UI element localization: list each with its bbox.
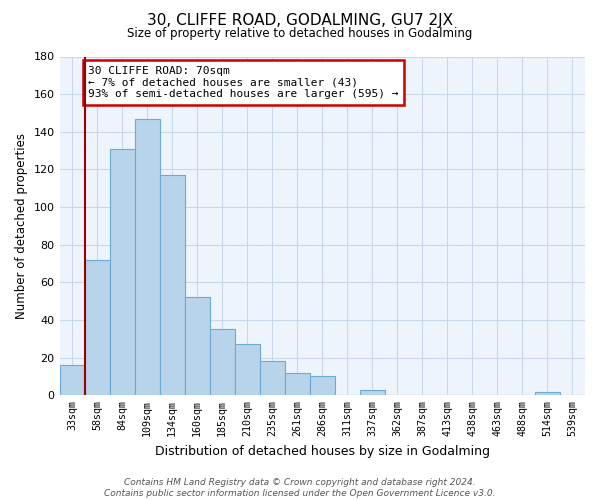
Bar [209,330,235,396]
Bar [235,344,260,396]
Bar [59,365,85,396]
Bar [185,298,209,396]
Text: 30 CLIFFE ROAD: 70sqm
← 7% of detached houses are smaller (43)
93% of semi-detac: 30 CLIFFE ROAD: 70sqm ← 7% of detached h… [88,66,399,99]
Bar [110,148,134,396]
Bar [360,390,385,396]
Bar [85,260,110,396]
Text: Contains HM Land Registry data © Crown copyright and database right 2024.
Contai: Contains HM Land Registry data © Crown c… [104,478,496,498]
Bar [285,372,310,396]
Bar [310,376,335,396]
Text: Size of property relative to detached houses in Godalming: Size of property relative to detached ho… [127,28,473,40]
Bar [535,392,560,396]
Bar [260,362,285,396]
Text: 30, CLIFFE ROAD, GODALMING, GU7 2JX: 30, CLIFFE ROAD, GODALMING, GU7 2JX [147,12,453,28]
Y-axis label: Number of detached properties: Number of detached properties [15,133,28,319]
X-axis label: Distribution of detached houses by size in Godalming: Distribution of detached houses by size … [155,444,490,458]
Bar [134,118,160,396]
Bar [160,175,185,396]
